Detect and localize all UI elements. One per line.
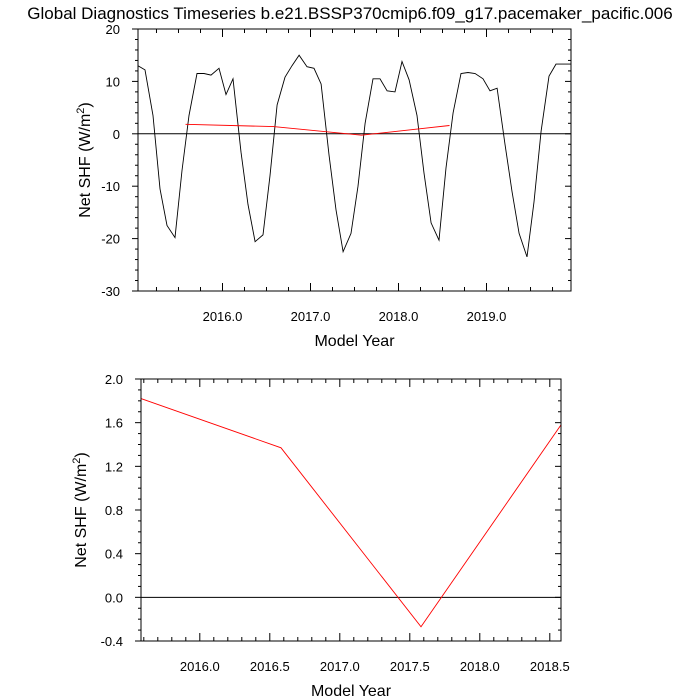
chart1-x-tick-label: 2017.0	[291, 309, 331, 324]
chart2-y-axis-title: Net SHF (W/m2)	[71, 452, 90, 567]
chart2-y-tick-label: 0.0	[105, 590, 123, 605]
chart2-y-tick-label: 0.4	[105, 547, 123, 562]
chart1-y-tick-label: -20	[101, 232, 120, 247]
chart2-y-tick-label: -0.4	[101, 634, 123, 649]
chart2-y-tick-label: 1.6	[105, 416, 123, 431]
chart1-x-tick-label: 2019.0	[467, 309, 507, 324]
chart2-y-tick-label: 0.8	[105, 503, 123, 518]
chart2-frame	[140, 378, 562, 642]
chart1-y-axis-title: Net SHF (W/m2)	[75, 102, 94, 217]
chart1-y-tick-label: -30	[101, 284, 120, 299]
chart2-x-axis-title: Model Year	[311, 683, 392, 700]
chart2-series-1-line	[140, 398, 562, 628]
chart1-x-tick-label: 2016.0	[203, 309, 243, 324]
chart1-y-tick-label: -10	[101, 179, 120, 194]
chart2-x-tick-label: 2017.5	[390, 659, 430, 674]
chart1-frame	[137, 28, 572, 292]
chart2-x-tick-label: 2018.5	[530, 659, 570, 674]
chart2-y-tick-label: 2.0	[105, 372, 123, 387]
chart2-x-tick-label: 2018.0	[460, 659, 500, 674]
chart1-series-1-line	[137, 54, 571, 258]
chart1-series-2-line	[185, 123, 450, 136]
chart1-y-tick-label: 0	[113, 127, 120, 142]
chart2-x-tick-label: 2016.0	[180, 659, 220, 674]
chart1-x-axis-title: Model Year	[314, 333, 395, 350]
chart1-y-tick-label: 10	[106, 74, 120, 89]
chart1-x-tick-label: 2018.0	[379, 309, 419, 324]
chart2-y-tick-label: 1.2	[105, 459, 123, 474]
chart2-x-tick-label: 2016.5	[250, 659, 290, 674]
page-title: Global Diagnostics Timeseries b.e21.BSSP…	[27, 4, 673, 23]
chart1-y-tick-label: 20	[106, 22, 120, 37]
chart2-x-tick-label: 2017.0	[320, 659, 360, 674]
